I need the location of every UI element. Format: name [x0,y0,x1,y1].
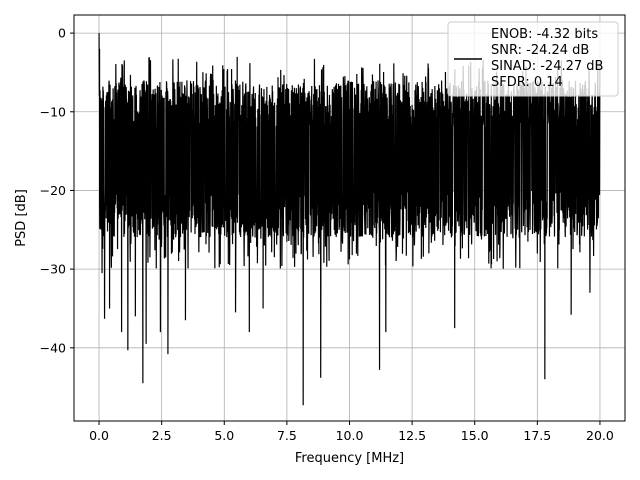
legend: ENOB: -4.32 bits SNR: -24.24 dB SINAD: -… [447,21,619,97]
legend-box [447,21,619,97]
x-tick-label: 17.5 [523,428,551,443]
x-axis-label: Frequency [MHz] [295,451,404,466]
y-tick-label: −30 [40,262,66,277]
y-tick-label: 0 [58,26,66,41]
x-tick-label: 15.0 [461,428,489,443]
y-tick-label: −20 [40,183,66,198]
x-tick-label: 5.0 [214,428,234,443]
plot-area [98,33,601,406]
x-tick-label: 12.5 [398,428,426,443]
y-axis-label: PSD [dB] [14,189,29,247]
legend-enob: ENOB: -4.32 bits [491,27,598,42]
x-tick-label: 20.0 [586,428,614,443]
y-tick-label: −10 [40,104,66,119]
x-axis: 0.0 2.5 5.0 7.5 10.0 12.5 15.0 17.5 20.0 [89,421,614,443]
legend-sinad: SINAD: -24.27 dB [491,59,603,74]
legend-sfdr: SFDR: 0.14 [491,75,563,90]
x-tick-label: 10.0 [336,428,364,443]
x-tick-label: 0.0 [89,428,109,443]
x-tick-label: 2.5 [152,428,172,443]
y-axis: 0 −10 −20 −30 −40 [40,26,74,355]
psd-series-line [98,33,601,406]
legend-snr: SNR: -24.24 dB [491,43,589,58]
x-tick-label: 7.5 [277,428,297,443]
y-tick-label: −40 [40,340,66,355]
